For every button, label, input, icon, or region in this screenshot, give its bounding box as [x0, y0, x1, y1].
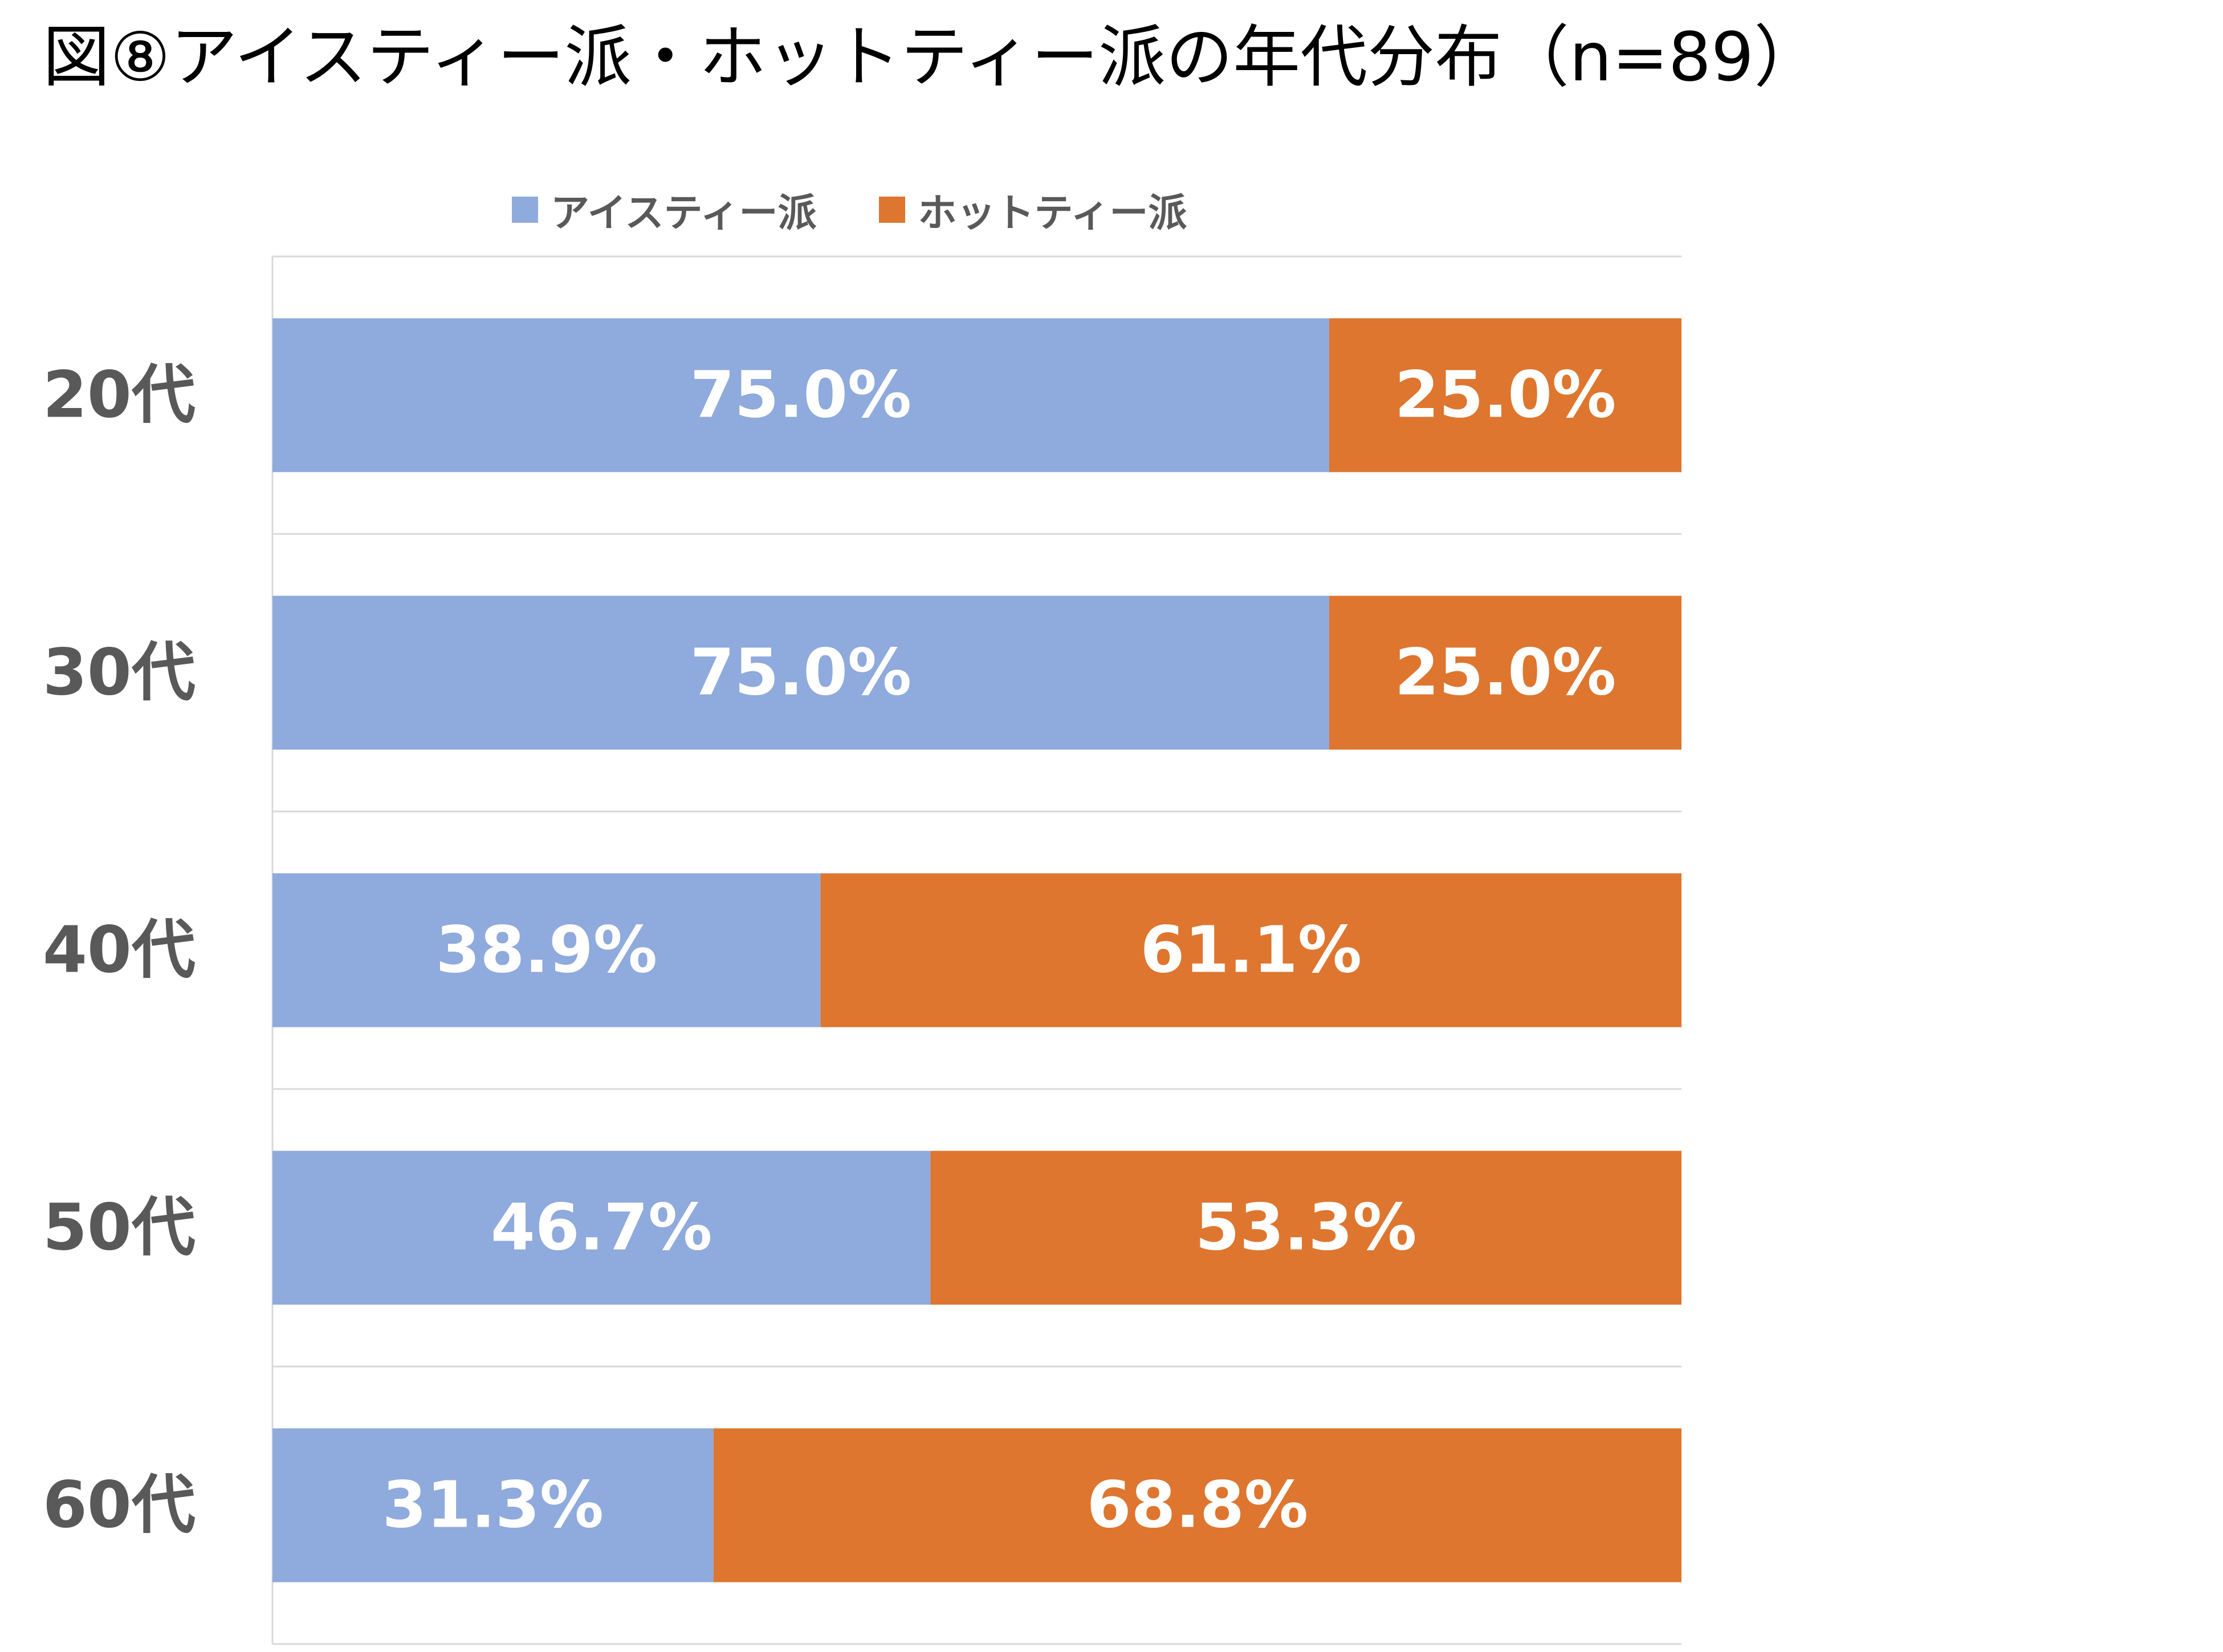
data-label: 25.0% [1395, 358, 1617, 433]
data-label: 61.1% [1141, 913, 1362, 988]
legend-label: ホットティー派 [918, 191, 1187, 236]
legend-swatch [879, 196, 906, 223]
data-label: 75.0% [690, 636, 912, 710]
chart-legend: アイスティー派 ホットティー派 [512, 181, 1249, 238]
data-label: 25.0% [1395, 636, 1617, 710]
legend-item: ホットティー派 [879, 181, 1187, 238]
category-label: 30代 [43, 636, 196, 710]
chart-title: 図⑧アイスティー派・ホットティー派の年代分布（n=89） [43, 18, 1821, 96]
bar-segment [713, 1428, 1681, 1582]
data-label: 31.3% [382, 1469, 604, 1543]
bar-segment [1329, 595, 1681, 750]
legend-item: アイスティー派 [512, 181, 816, 238]
data-label: 38.9% [436, 913, 658, 988]
bar-segment [272, 595, 1329, 750]
bar-segment [1329, 318, 1681, 472]
category-label: 40代 [43, 913, 196, 988]
data-label: 53.3% [1195, 1191, 1417, 1265]
category-label: 60代 [43, 1469, 196, 1543]
legend-swatch [512, 196, 538, 223]
legend-label: アイスティー派 [551, 191, 817, 236]
bar-segment [272, 873, 821, 1027]
category-label: 20代 [43, 358, 196, 433]
bar-segment [820, 873, 1681, 1027]
bar-segment [272, 1151, 931, 1305]
data-label: 75.0% [690, 358, 912, 433]
bar-segment [272, 1428, 714, 1582]
bar-segment [930, 1151, 1681, 1305]
bar-segment [272, 318, 1329, 472]
data-label: 68.8% [1087, 1469, 1309, 1543]
category-label: 50代 [43, 1191, 196, 1265]
data-label: 46.7% [491, 1191, 712, 1265]
